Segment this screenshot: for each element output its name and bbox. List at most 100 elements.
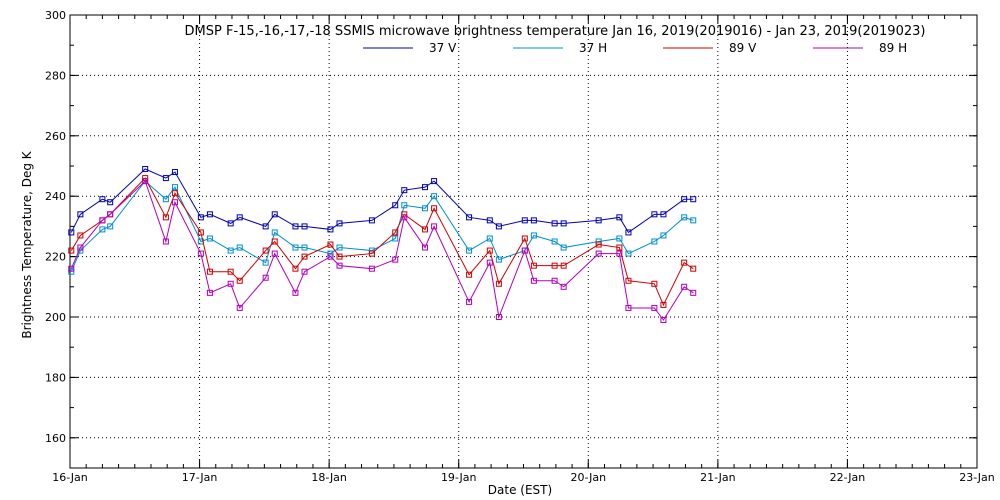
data-point (206, 211, 213, 218)
data-point (162, 196, 169, 203)
series-37-h (68, 178, 697, 275)
data-point (560, 244, 567, 251)
y-tick-label: 180 (45, 371, 66, 384)
legend-item: 89 V (663, 41, 757, 55)
data-point (551, 277, 558, 284)
data-point (422, 244, 429, 251)
data-point (336, 262, 343, 269)
data-point (660, 211, 667, 218)
data-point (162, 175, 169, 182)
data-point (292, 223, 299, 230)
data-point (262, 247, 269, 254)
data-point (690, 217, 697, 224)
data-point (301, 223, 308, 230)
data-point (162, 238, 169, 245)
data-point (68, 229, 75, 236)
data-point (68, 247, 75, 254)
data-point (197, 250, 204, 257)
data-point (660, 232, 667, 239)
data-point (431, 223, 438, 230)
data-point (401, 214, 408, 221)
data-point (227, 280, 234, 287)
data-point (301, 253, 308, 260)
data-point (551, 262, 558, 269)
data-point (431, 205, 438, 212)
data-point (327, 241, 334, 248)
legend-label: 37 H (579, 41, 607, 55)
data-point (560, 283, 567, 290)
data-point (422, 184, 429, 191)
data-point (392, 202, 399, 209)
ticks-layer: 160 180 200 220 240 260 280 300 16-Jan 17-Jan 18-J… (45, 9, 995, 484)
data-point (521, 235, 528, 242)
data-point (495, 314, 502, 320)
data-point (690, 289, 697, 296)
x-axis-title: Date (EST) (488, 483, 552, 497)
data-point (271, 211, 278, 218)
legend-label: 89 H (879, 41, 907, 55)
legend-label: 37 V (429, 41, 457, 55)
data-point (595, 238, 602, 245)
data-point (368, 250, 375, 257)
series-line (70, 168, 694, 234)
data-point (625, 277, 632, 284)
data-point (107, 211, 114, 218)
y-tick-label: 240 (45, 190, 66, 203)
legend: 37 V 37 H 89 V 89 H (363, 41, 907, 55)
y-tick-label: 220 (45, 251, 66, 264)
data-point (466, 298, 473, 305)
data-point (99, 196, 106, 203)
data-point (495, 256, 502, 263)
data-point (431, 193, 438, 200)
series-line (70, 180, 694, 272)
series-37-v (68, 166, 697, 236)
data-point (530, 262, 537, 269)
data-point (336, 253, 343, 260)
data-point (236, 214, 243, 221)
data-point (616, 250, 623, 257)
series-line (70, 180, 694, 321)
data-point (486, 247, 493, 254)
data-point (660, 301, 667, 308)
data-point (681, 283, 688, 290)
data-point (77, 244, 84, 251)
legend-item: 37 H (513, 41, 607, 55)
data-point (77, 232, 84, 239)
data-point (466, 247, 473, 254)
data-point (616, 214, 623, 221)
data-point (227, 268, 234, 275)
chart-title: DMSP F-15,-16,-17,-18 SSMIS microwave br… (185, 24, 926, 39)
data-point (292, 244, 299, 251)
legend-label: 89 V (729, 41, 757, 55)
x-tick-label: 16-Jan (52, 471, 88, 484)
data-point (271, 238, 278, 245)
data-point (107, 199, 114, 206)
data-point (99, 226, 106, 233)
data-point (336, 244, 343, 251)
data-point (551, 238, 558, 245)
data-point (625, 229, 632, 236)
data-point (236, 304, 243, 311)
data-point (171, 199, 178, 206)
data-point (431, 178, 438, 185)
x-tick-label: 23-Jan (959, 471, 995, 484)
data-point (171, 184, 178, 191)
data-point (625, 250, 632, 257)
data-point (466, 271, 473, 278)
y-axis-title: Brightness Temperature, Deg K (20, 150, 34, 338)
data-point (271, 229, 278, 236)
data-point (681, 214, 688, 221)
y-tick-label: 200 (45, 311, 66, 324)
data-point (651, 238, 658, 245)
data-point (77, 211, 84, 218)
data-point (301, 244, 308, 251)
data-point (206, 289, 213, 296)
data-point (171, 169, 178, 176)
data-point (560, 262, 567, 269)
data-point (681, 196, 688, 203)
data-point (327, 226, 334, 233)
legend-item: 89 H (813, 41, 907, 55)
data-point (107, 223, 114, 230)
data-point (521, 247, 528, 254)
